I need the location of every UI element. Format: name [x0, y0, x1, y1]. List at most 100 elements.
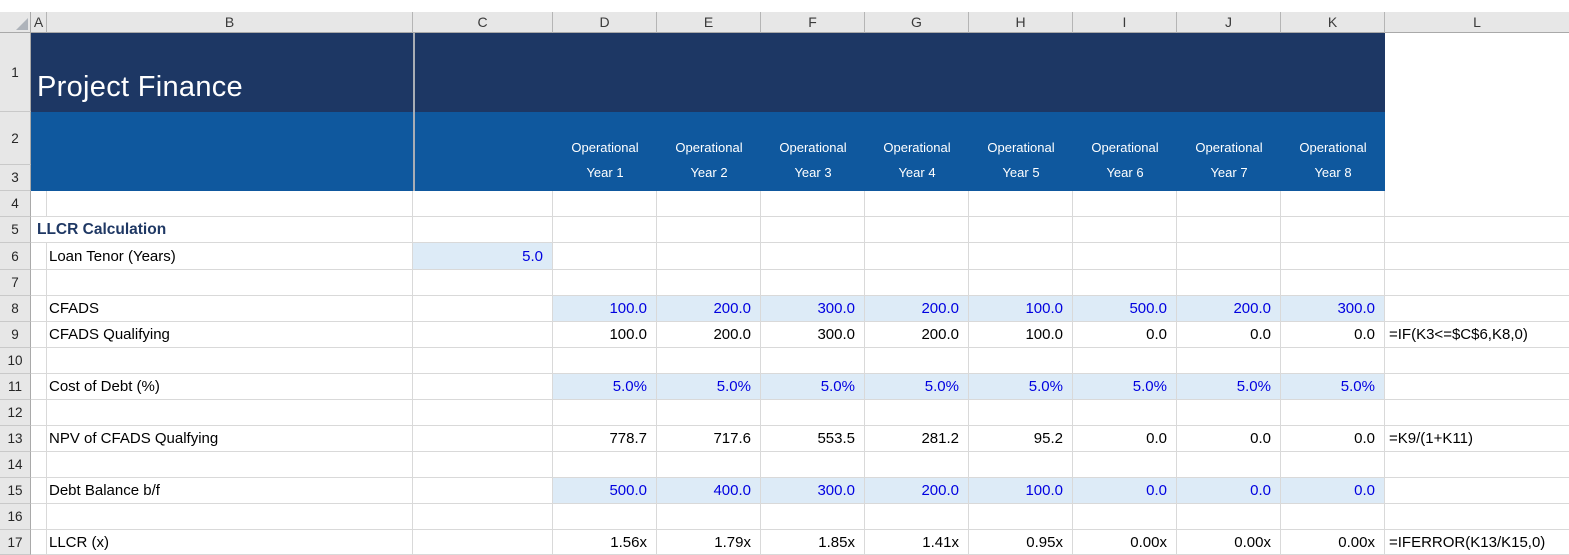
cell-J16[interactable]	[1177, 504, 1281, 530]
cell-I14[interactable]	[1073, 452, 1177, 478]
cell-L15[interactable]	[1385, 478, 1569, 504]
cell-G13[interactable]: 281.2	[865, 426, 969, 452]
row-header-16[interactable]: 16	[0, 504, 31, 530]
cell-A12[interactable]	[31, 400, 47, 426]
row-header-17[interactable]: 17	[0, 530, 31, 555]
cell-K10[interactable]	[1281, 348, 1385, 374]
cell-F6[interactable]	[761, 243, 865, 270]
cell-J15[interactable]: 0.0	[1177, 478, 1281, 504]
row-header-5[interactable]: 5	[0, 217, 31, 243]
cell-C6[interactable]: 5.0	[413, 243, 553, 270]
cell-B13[interactable]: NPV of CFADS Qualfying	[47, 426, 413, 452]
cell-E16[interactable]	[657, 504, 761, 530]
cell-E13[interactable]: 717.6	[657, 426, 761, 452]
cell-H13[interactable]: 95.2	[969, 426, 1073, 452]
cell-K6[interactable]	[1281, 243, 1385, 270]
period-header-year-6[interactable]: Operational Year 6	[1073, 112, 1177, 191]
cell-B8[interactable]: CFADS	[47, 296, 413, 322]
cell-L17[interactable]: =IFERROR(K13/K15,0)	[1385, 530, 1569, 555]
cell-I8[interactable]: 500.0	[1073, 296, 1177, 322]
cell-G14[interactable]	[865, 452, 969, 478]
cell-F4[interactable]	[761, 191, 865, 217]
column-header-E[interactable]: E	[657, 12, 761, 33]
row-header-12[interactable]: 12	[0, 400, 31, 426]
cell-C11[interactable]	[413, 374, 553, 400]
cell-K4[interactable]	[1281, 191, 1385, 217]
cell-C8[interactable]	[413, 296, 553, 322]
cell-G10[interactable]	[865, 348, 969, 374]
column-header-F[interactable]: F	[761, 12, 865, 33]
cell-F12[interactable]	[761, 400, 865, 426]
cell-G7[interactable]	[865, 270, 969, 296]
period-header-year-5[interactable]: Operational Year 5	[969, 112, 1073, 191]
cell-B11[interactable]: Cost of Debt (%)	[47, 374, 413, 400]
subheader-banner-c[interactable]	[413, 112, 553, 191]
column-header-H[interactable]: H	[969, 12, 1073, 33]
cell-D8[interactable]: 100.0	[553, 296, 657, 322]
cell-C12[interactable]	[413, 400, 553, 426]
period-header-year-7[interactable]: Operational Year 7	[1177, 112, 1281, 191]
cell-D12[interactable]	[553, 400, 657, 426]
cell-K8[interactable]: 300.0	[1281, 296, 1385, 322]
cell-H17[interactable]: 0.95x	[969, 530, 1073, 555]
column-header-G[interactable]: G	[865, 12, 969, 33]
cell-H8[interactable]: 100.0	[969, 296, 1073, 322]
cell-F7[interactable]	[761, 270, 865, 296]
cell-F14[interactable]	[761, 452, 865, 478]
cell-D17[interactable]: 1.56x	[553, 530, 657, 555]
cell-G4[interactable]	[865, 191, 969, 217]
cell-K17[interactable]: 0.00x	[1281, 530, 1385, 555]
cell-D14[interactable]	[553, 452, 657, 478]
cell-I6[interactable]	[1073, 243, 1177, 270]
cell-K15[interactable]: 0.0	[1281, 478, 1385, 504]
cell-A17[interactable]	[31, 530, 47, 555]
cell-H15[interactable]: 100.0	[969, 478, 1073, 504]
row-header-14[interactable]: 14	[0, 452, 31, 478]
cell-F10[interactable]	[761, 348, 865, 374]
cell-A7[interactable]	[31, 270, 47, 296]
cell-D4[interactable]	[553, 191, 657, 217]
cell-C9[interactable]	[413, 322, 553, 348]
cell-D10[interactable]	[553, 348, 657, 374]
cell-E15[interactable]: 400.0	[657, 478, 761, 504]
cell-A15[interactable]	[31, 478, 47, 504]
cell-B6[interactable]: Loan Tenor (Years)	[47, 243, 413, 270]
cell-A8[interactable]	[31, 296, 47, 322]
cell-L8[interactable]	[1385, 296, 1569, 322]
row-header-13[interactable]: 13	[0, 426, 31, 452]
cell-B17[interactable]: LLCR (x)	[47, 530, 413, 555]
cell-H16[interactable]	[969, 504, 1073, 530]
cell-F15[interactable]: 300.0	[761, 478, 865, 504]
cell-H14[interactable]	[969, 452, 1073, 478]
cell-D13[interactable]: 778.7	[553, 426, 657, 452]
cell-B15[interactable]: Debt Balance b/f	[47, 478, 413, 504]
cell-G16[interactable]	[865, 504, 969, 530]
cell-I12[interactable]	[1073, 400, 1177, 426]
cell-K5[interactable]	[1281, 217, 1385, 243]
cell-I15[interactable]: 0.0	[1073, 478, 1177, 504]
cell-C17[interactable]	[413, 530, 553, 555]
cell-F11[interactable]: 5.0%	[761, 374, 865, 400]
cell-H5[interactable]	[969, 217, 1073, 243]
cell-D6[interactable]	[553, 243, 657, 270]
row-header-15[interactable]: 15	[0, 478, 31, 504]
cell-G5[interactable]	[865, 217, 969, 243]
cell-D7[interactable]	[553, 270, 657, 296]
cell-J8[interactable]: 200.0	[1177, 296, 1281, 322]
cell-K14[interactable]	[1281, 452, 1385, 478]
column-header-L[interactable]: L	[1385, 12, 1569, 33]
row-header-8[interactable]: 8	[0, 296, 31, 322]
cell-J10[interactable]	[1177, 348, 1281, 374]
cell-E10[interactable]	[657, 348, 761, 374]
cell-I9[interactable]: 0.0	[1073, 322, 1177, 348]
cell-A4[interactable]	[31, 191, 47, 217]
cell-F17[interactable]: 1.85x	[761, 530, 865, 555]
cell-L11[interactable]	[1385, 374, 1569, 400]
cell-J12[interactable]	[1177, 400, 1281, 426]
cell-F16[interactable]	[761, 504, 865, 530]
cell-G11[interactable]: 5.0%	[865, 374, 969, 400]
cell-J11[interactable]: 5.0%	[1177, 374, 1281, 400]
cell-B9[interactable]: CFADS Qualifying	[47, 322, 413, 348]
cell-K7[interactable]	[1281, 270, 1385, 296]
cell-J4[interactable]	[1177, 191, 1281, 217]
